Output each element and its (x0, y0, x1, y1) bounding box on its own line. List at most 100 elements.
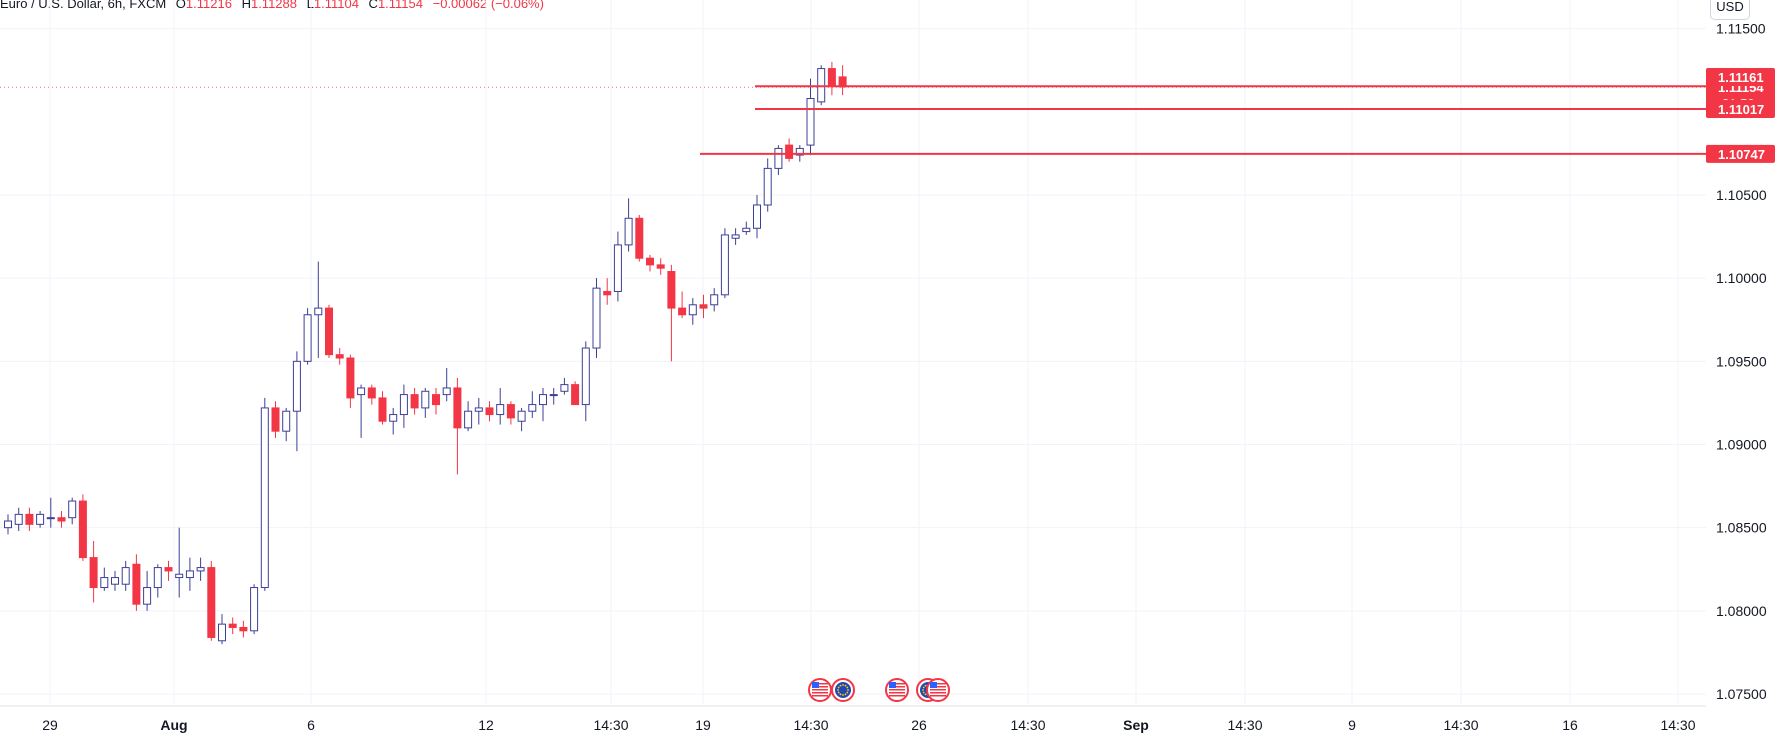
candle (164, 560, 173, 581)
candle-body (4, 520, 12, 529)
candle (442, 367, 451, 402)
candle (806, 78, 815, 156)
candle (421, 387, 430, 418)
price-tag (1706, 68, 1775, 87)
candle (506, 401, 515, 425)
candle (46, 497, 55, 528)
legend-high-label: H (241, 0, 251, 11)
candle (132, 554, 141, 611)
candle (410, 387, 419, 415)
candle (720, 228, 729, 299)
candle-body (57, 517, 66, 522)
candle (464, 401, 473, 432)
candle (89, 540, 98, 603)
x-tick-label: 14:30 (1010, 717, 1045, 733)
currency-button[interactable]: USD (1710, 0, 1750, 20)
candle-body (68, 500, 77, 519)
candle-body (432, 394, 440, 406)
candle (218, 614, 226, 645)
candle-body (303, 314, 312, 362)
candle (228, 617, 237, 635)
price-tag-label: 1.11161 (1718, 70, 1764, 85)
candle-body (218, 623, 226, 642)
x-tick-label: Sep (1123, 717, 1149, 733)
candle-body (175, 573, 184, 579)
candle-body (506, 404, 515, 419)
candle (4, 514, 12, 535)
candle-body (378, 397, 387, 422)
candle-body (539, 394, 547, 406)
candle (549, 387, 558, 405)
candle-body (250, 587, 259, 632)
candle-body (763, 167, 772, 206)
symbol-legend: Euro / U.S. Dollar, 6h, FXCM O1.11216 H1… (0, 0, 544, 11)
time-axis: 29 Aug 6 12 14:30 19 14:30 26 14:30 Sep 14:30 9 14:3… (42, 717, 1696, 733)
candle-body (656, 264, 665, 269)
candle (432, 387, 440, 415)
candle (292, 351, 301, 452)
candle-body (335, 354, 344, 359)
candle (453, 377, 462, 475)
us-flag-icon (808, 678, 832, 702)
candle-body (688, 304, 697, 316)
candle (624, 198, 633, 252)
candle (260, 397, 269, 591)
candle-body (678, 307, 687, 316)
candle-body (603, 290, 612, 296)
candle (528, 391, 537, 418)
candle-body (528, 404, 537, 412)
candle (774, 145, 783, 176)
candle-body (153, 567, 162, 589)
candle-body (207, 567, 216, 638)
candle (560, 377, 569, 395)
candle-body (314, 307, 323, 316)
candle (57, 511, 66, 528)
candle-body (731, 234, 740, 239)
candle-body (111, 577, 119, 585)
candle (325, 304, 333, 359)
candle-body (635, 217, 644, 259)
candle-body (795, 147, 804, 156)
x-tick-label: 14:30 (593, 717, 628, 733)
candle-body (571, 384, 580, 406)
candle-body (89, 557, 98, 589)
candle-body (25, 513, 34, 525)
candle-body (646, 257, 654, 266)
us-flag-icon (885, 678, 909, 702)
x-tick-label: 14:30 (1443, 717, 1478, 733)
candle-body (592, 287, 601, 349)
candle-body (613, 244, 622, 292)
candle (603, 278, 612, 305)
candle-body (421, 390, 430, 409)
candle-body (806, 98, 815, 146)
candle-body (357, 387, 366, 396)
candle (613, 231, 622, 302)
candle-body (667, 271, 676, 309)
candle (250, 584, 259, 635)
eu-flag-icon (831, 678, 855, 702)
candle (517, 407, 526, 432)
y-tick-label: 1.08500 (1716, 520, 1767, 536)
legend-close-label: C (368, 0, 378, 11)
candle-body (228, 623, 237, 628)
candle-body (260, 407, 269, 589)
candle (207, 560, 216, 641)
candle (710, 288, 719, 312)
y-tick-label: 1.10000 (1716, 270, 1767, 286)
candle (389, 407, 398, 435)
candle (314, 261, 323, 359)
candle (271, 401, 280, 438)
x-tick-label: 16 (1562, 717, 1578, 733)
y-tick-label: 1.10500 (1716, 187, 1767, 203)
candle (827, 61, 836, 96)
candle-body (560, 384, 569, 392)
price-tag (1706, 144, 1775, 163)
legend-low: 1.11104 (313, 0, 359, 11)
candle-body (282, 410, 291, 432)
candle-body (827, 68, 836, 86)
candle (646, 254, 654, 272)
candle-body (496, 404, 505, 416)
legend-symbol: Euro / U.S. Dollar, 6h, FXCM (0, 0, 167, 11)
